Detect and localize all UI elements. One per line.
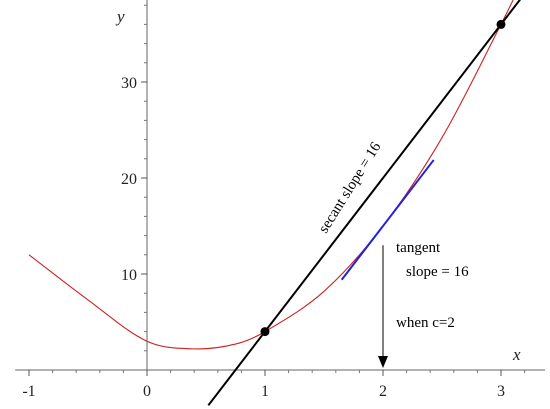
curve-line xyxy=(28,0,514,350)
x-tick-label: 1 xyxy=(261,383,269,400)
x-tick-label: -1 xyxy=(22,383,35,400)
plot-area xyxy=(28,0,522,406)
y-axis-label: y xyxy=(115,7,125,26)
arrow-head xyxy=(378,356,388,368)
y-tick-label: 30 xyxy=(121,75,137,92)
x-axis-label: x xyxy=(512,345,521,364)
axes xyxy=(15,0,545,371)
tangent-slope-label: slope = 16 xyxy=(406,264,469,280)
when-label: when c=2 xyxy=(396,315,455,331)
secant-point xyxy=(496,19,506,29)
secant-line xyxy=(207,0,522,406)
x-tick-label: 2 xyxy=(379,383,387,400)
tangent-line xyxy=(340,159,435,281)
x-tick-label: 3 xyxy=(497,383,505,400)
y-tick-label: 10 xyxy=(121,267,137,284)
y-tick-label: 20 xyxy=(121,171,137,188)
tangent-label: tangent xyxy=(396,240,441,256)
x-tick-label: 0 xyxy=(143,383,151,400)
secant-point xyxy=(260,327,270,337)
ticks: -1 0 1 2 3 10 20 30 xyxy=(22,4,526,400)
